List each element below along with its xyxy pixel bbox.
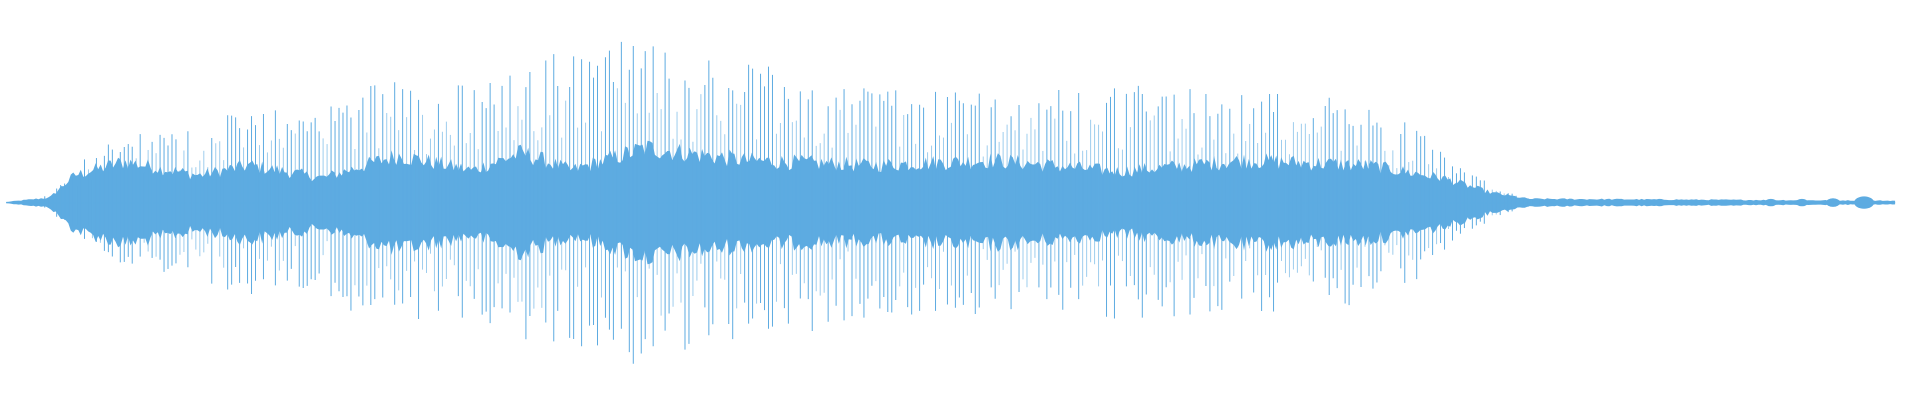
waveform-blob bbox=[1854, 196, 1875, 209]
waveform-blob bbox=[1764, 198, 1777, 207]
waveform-blob bbox=[1826, 198, 1840, 207]
waveform-blob bbox=[1795, 198, 1808, 207]
